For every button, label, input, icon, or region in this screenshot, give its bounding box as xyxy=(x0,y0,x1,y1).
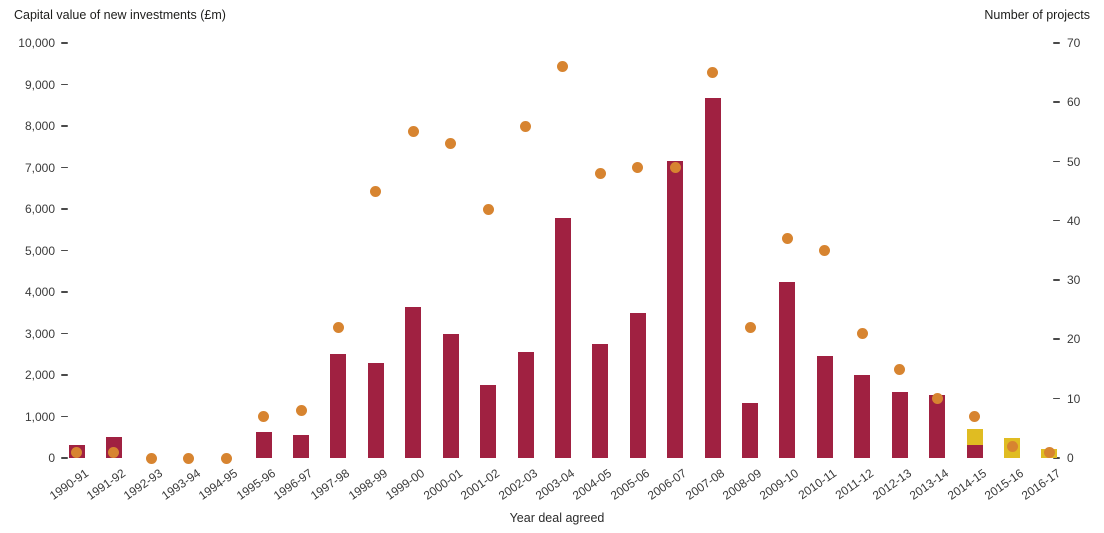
dot-1992-93 xyxy=(145,452,157,464)
right-tick-mark-50 xyxy=(1053,160,1060,163)
dot-2010-11 xyxy=(819,245,831,256)
dot-1998-99 xyxy=(370,185,382,197)
right-tick-label-30: 30 xyxy=(1067,273,1081,288)
bar-2002-03 xyxy=(517,351,534,458)
dot-1995-96 xyxy=(258,411,270,422)
right-tick-label-60: 60 xyxy=(1067,95,1081,110)
bar-2005-06 xyxy=(629,313,646,458)
right-tick-label-10: 10 xyxy=(1067,391,1081,406)
left-tick-label-8000: 8,000 xyxy=(24,119,55,133)
bar-secondary-2014-15 xyxy=(966,429,983,446)
dot-2002-03 xyxy=(520,120,532,132)
right-tick-label-20: 20 xyxy=(1067,332,1081,347)
x-axis-title: Year deal agreed xyxy=(509,511,605,525)
bar-1995-96 xyxy=(255,431,272,458)
left-tick-label-4000: 4,000 xyxy=(24,285,55,299)
dot-2013-14 xyxy=(931,393,943,405)
left-tick-mark-1000 xyxy=(61,415,68,418)
right-tick-label-50: 50 xyxy=(1067,154,1081,169)
dot-2016-17 xyxy=(1043,446,1055,458)
right-tick-mark-60 xyxy=(1053,101,1060,103)
left-tick-label-2000: 2,000 xyxy=(24,368,55,382)
bar-1998-99 xyxy=(367,363,384,458)
left-tick-label-9000: 9,000 xyxy=(24,77,55,92)
right-tick-label-40: 40 xyxy=(1067,213,1081,228)
dot-2008-09 xyxy=(744,322,756,334)
bar-2006-07 xyxy=(667,160,684,458)
left-tick-mark-10000 xyxy=(61,42,68,44)
dot-2014-15 xyxy=(969,411,981,422)
left-tick-label-7000: 7,000 xyxy=(24,160,55,175)
dot-2015-16 xyxy=(1006,440,1018,452)
bar-2012-13 xyxy=(891,391,908,458)
dot-1991-92 xyxy=(108,446,120,458)
dot-1994-95 xyxy=(220,452,232,464)
dot-1997-98 xyxy=(332,322,344,334)
left-tick-mark-4000 xyxy=(61,291,68,293)
bar-2009-10 xyxy=(779,282,796,458)
bar-2013-14 xyxy=(929,395,946,458)
bar-2004-05 xyxy=(592,344,609,458)
bar-2008-09 xyxy=(742,403,759,458)
dot-1993-94 xyxy=(183,452,195,464)
left-tick-label-6000: 6,000 xyxy=(24,202,55,216)
left-tick-label-5000: 5,000 xyxy=(24,243,55,258)
left-tick-mark-9000 xyxy=(61,83,68,86)
bar-2010-11 xyxy=(816,355,833,458)
dot-1990-91 xyxy=(71,446,82,458)
left-axis-title: Capital value of new investments (£m) xyxy=(14,8,226,22)
dot-2000-01 xyxy=(445,138,457,150)
dot-2004-05 xyxy=(594,167,606,179)
dot-2007-08 xyxy=(707,67,719,79)
bar-1999-00 xyxy=(405,306,422,458)
bar-2014-15 xyxy=(966,445,983,458)
dot-2012-13 xyxy=(894,363,906,375)
left-tick-mark-3000 xyxy=(61,332,68,335)
bar-2007-08 xyxy=(704,97,721,458)
dot-1999-00 xyxy=(407,126,419,138)
right-tick-label-0: 0 xyxy=(1067,451,1074,465)
left-tick-label-1000: 1,000 xyxy=(24,409,55,424)
bar-2003-04 xyxy=(554,217,571,458)
left-tick-mark-8000 xyxy=(61,125,68,127)
left-tick-label-3000: 3,000 xyxy=(24,326,55,341)
dot-2003-04 xyxy=(557,61,569,73)
right-tick-label-70: 70 xyxy=(1067,36,1081,50)
bar-1997-98 xyxy=(330,353,347,458)
right-tick-mark-70 xyxy=(1053,42,1060,44)
dot-2011-12 xyxy=(856,328,868,339)
left-tick-mark-6000 xyxy=(61,208,68,210)
left-tick-mark-7000 xyxy=(61,166,68,169)
bar-2001-02 xyxy=(480,384,497,458)
dot-2009-10 xyxy=(781,233,793,245)
left-tick-label-10000: 10,000 xyxy=(18,36,55,50)
right-tick-mark-40 xyxy=(1053,219,1060,222)
dot-2001-02 xyxy=(482,203,494,215)
right-tick-mark-20 xyxy=(1053,338,1060,341)
left-tick-mark-2000 xyxy=(61,374,68,376)
dot-2005-06 xyxy=(632,162,644,173)
right-axis-title: Number of projects xyxy=(984,8,1090,22)
left-tick-label-0: 0 xyxy=(48,451,55,465)
right-tick-mark-10 xyxy=(1053,397,1060,400)
bar-2011-12 xyxy=(854,375,871,458)
left-tick-mark-5000 xyxy=(61,249,68,252)
dot-2006-07 xyxy=(669,162,681,173)
right-tick-mark-30 xyxy=(1053,279,1060,281)
left-tick-mark-0 xyxy=(61,457,68,459)
bar-2000-01 xyxy=(442,333,459,458)
dot-1996-97 xyxy=(295,405,307,417)
bar-1996-97 xyxy=(293,434,310,458)
